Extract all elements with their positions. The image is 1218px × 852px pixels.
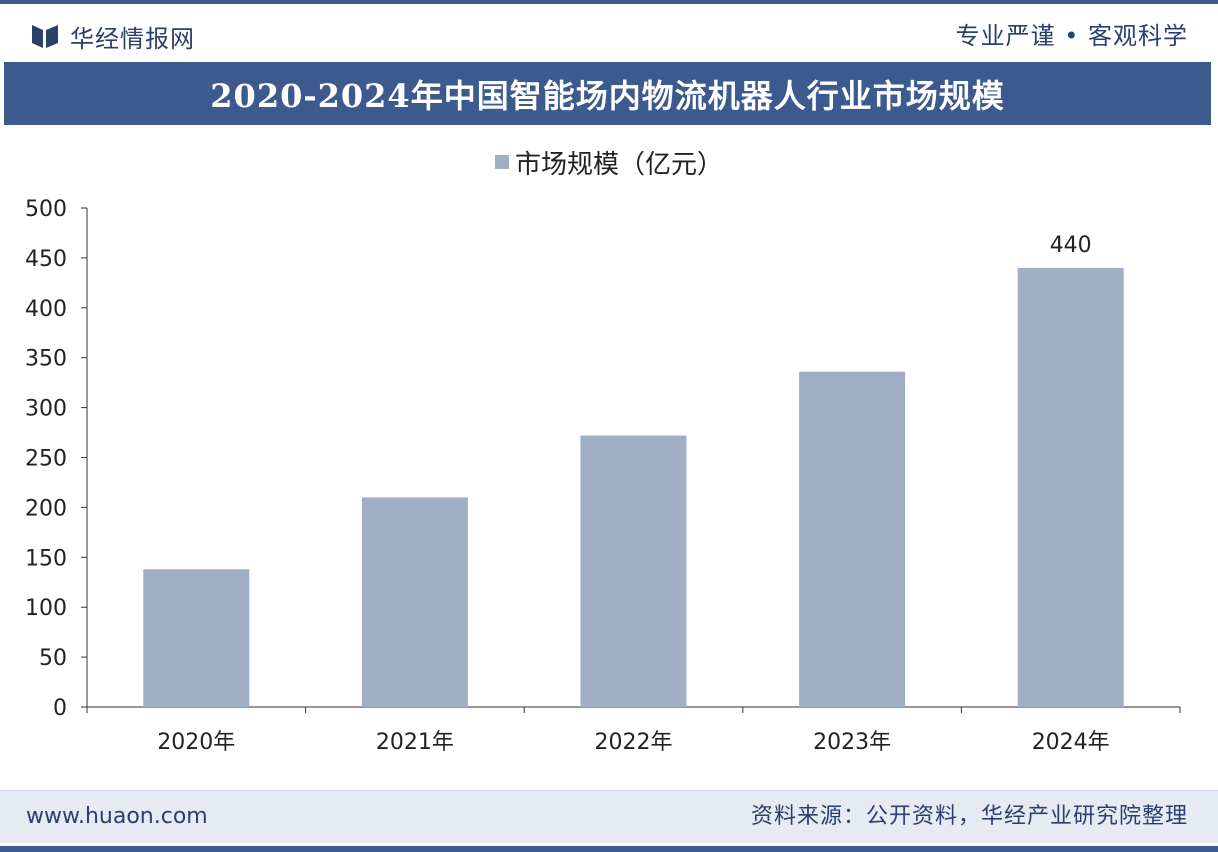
y-tick-label: 300 — [25, 397, 67, 422]
bar — [1017, 267, 1124, 707]
title-bar: 2020-2024年中国智能场内物流机器人行业市场规模 — [4, 62, 1211, 125]
y-tick-label: 250 — [25, 447, 67, 472]
bar — [361, 497, 468, 707]
footer-website: www.huaon.com — [26, 804, 208, 829]
bar-chart: 0 50 100 150 200 250 300 350 400 450 500 2020年 2021年… — [25, 197, 1181, 755]
chart-title: 2020-2024年中国智能场内物流机器人行业市场规模 — [210, 76, 1005, 115]
y-tick-label: 150 — [25, 546, 67, 571]
chart-legend: 市场规模（亿元） — [0, 144, 1218, 180]
bar — [580, 435, 687, 707]
brand-logo-icon — [32, 25, 58, 48]
x-tick-label: 2021年 — [376, 730, 454, 755]
x-tick-label: 2023年 — [813, 730, 891, 755]
y-tick-label: 50 — [39, 646, 67, 671]
x-tick-label: 2024年 — [1032, 730, 1110, 755]
bar — [799, 371, 906, 707]
y-tick-label: 100 — [25, 596, 67, 621]
y-tick-label: 350 — [25, 347, 67, 372]
top-accent-line — [0, 0, 1218, 4]
y-tick-label: 0 — [53, 696, 67, 721]
x-tick-label: 2022年 — [595, 730, 673, 755]
bar — [143, 569, 250, 707]
y-tick-label: 500 — [25, 197, 67, 222]
data-label: 440 — [1050, 233, 1092, 258]
legend-label: 市场规模（亿元） — [514, 149, 723, 180]
legend-swatch — [494, 155, 509, 169]
footer: www.huaon.com 资料来源：公开资料，华经产业研究院整理 — [0, 790, 1218, 843]
footer-source: 资料来源：公开资料，华经产业研究院整理 — [750, 804, 1188, 829]
y-tick-label: 200 — [25, 496, 67, 521]
x-tick-label: 2020年 — [157, 730, 235, 755]
brand: 华经情报网 — [30, 18, 195, 54]
brand-name: 华经情报网 — [70, 24, 195, 53]
y-tick-label: 400 — [25, 297, 67, 322]
slogan: 专业严谨 • 客观科学 — [955, 22, 1188, 50]
y-tick-label: 450 — [25, 247, 67, 272]
bottom-accent-line — [0, 846, 1218, 852]
